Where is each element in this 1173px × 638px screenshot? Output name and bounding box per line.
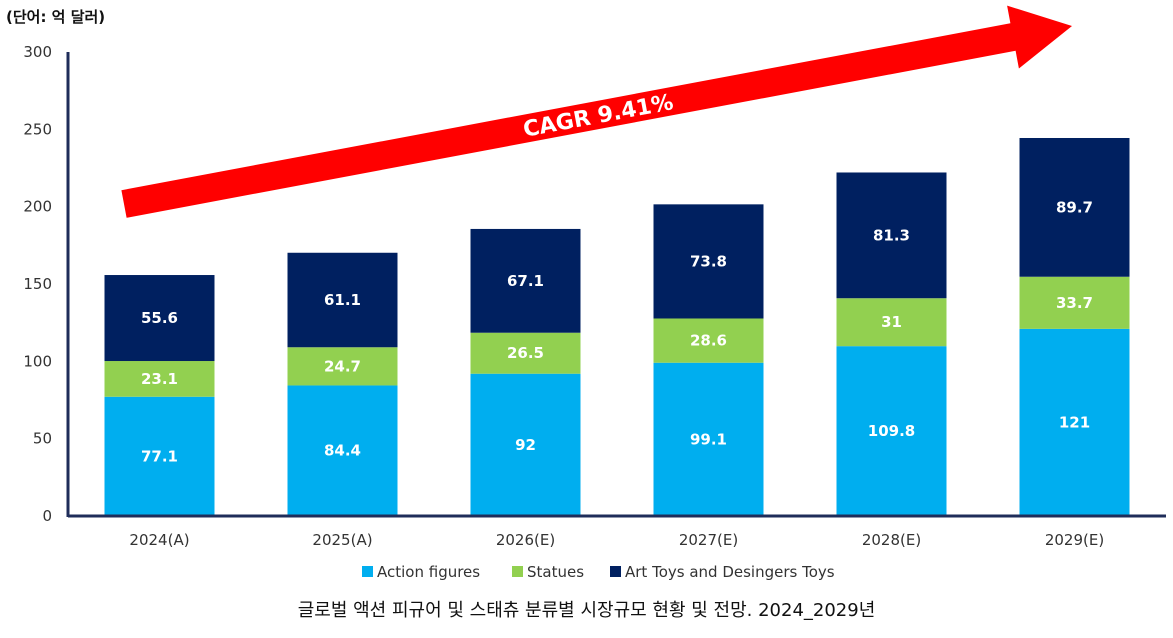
y-tick-label-3: 100 [23,352,52,370]
bar-segment-1-2 [287,385,398,516]
bar-segment-3-1 [104,275,215,362]
data-label-1-1: 77.1 [141,447,178,465]
bar-segment-1-5 [836,346,947,516]
data-label-3-4: 73.8 [690,252,727,270]
y-tick-label-6: 250 [23,120,52,138]
bar-segment-3-4 [653,204,764,319]
stacked-bar-chart: 77.1 23.1 55.6 84.4 24.7 61.1 92 26.5 67.1 99.1 28… [23,5,1166,581]
data-label-3-2: 61.1 [324,291,361,309]
bar-segment-3-3 [470,228,581,333]
data-label-2-1: 23.1 [141,370,178,388]
x-tick-label-4: 2027(E) [679,531,738,549]
legend: Action figures Statues Art Toys and Desing… [362,563,835,581]
legend-label-3: Art Toys and Desingers Toys [625,563,835,581]
data-label-2-3: 26.5 [507,344,544,362]
data-label-2-2: 24.7 [324,357,361,375]
legend-swatch-1 [362,566,373,577]
bar-segment-1-6 [1019,328,1130,516]
bar-segment-2-1 [104,361,215,397]
data-label-3-5: 81.3 [873,226,910,244]
data-label-1-6: 121 [1059,413,1090,431]
bar-segment-1-1 [104,396,215,516]
y-tick-label-1: 0 [42,507,52,525]
y-tick-label-5: 200 [23,198,52,216]
data-label-3-3: 67.1 [507,272,544,290]
x-tick-label-2: 2025(A) [312,531,372,549]
bar-segment-2-5 [836,298,947,347]
data-label-1-5: 109.8 [868,422,915,440]
data-label-2-4: 28.6 [690,332,727,350]
bar-segment-3-2 [287,252,398,348]
cagr-label: CAGR 9.41% [521,90,675,143]
x-tick-label-3: 2026(E) [496,531,555,549]
bar-segment-1-4 [653,362,764,516]
x-tick-label-5: 2028(E) [862,531,921,549]
data-label-3-6: 89.7 [1056,198,1093,216]
legend-swatch-3 [610,566,621,577]
data-label-1-3: 92 [515,436,536,454]
data-label-2-6: 33.7 [1056,294,1093,312]
y-tick-label-4: 150 [23,275,52,293]
bar-segment-3-6 [1019,137,1130,277]
data-label-1-4: 99.1 [690,430,727,448]
segment-labels-group: 77.1 23.1 55.6 84.4 24.7 61.1 92 26.5 67.1 99.1 28… [141,198,1093,465]
unit-label: (단어: 억 달러) [6,8,106,26]
legend-label-1: Action figures [377,563,480,581]
y-tick-label-7: 300 [23,43,52,61]
bar-segment-2-6 [1019,276,1130,329]
chart-caption: 글로벌 액션 피규어 및 스태츄 분류별 시장규모 현황 및 전망. 2024_… [297,600,876,621]
cagr-arrow [121,5,1072,218]
legend-swatch-2 [512,566,523,577]
x-tick-label-6: 2029(E) [1045,531,1104,549]
y-tick-label-2: 50 [33,430,52,448]
bar-segment-2-3 [470,332,581,374]
data-label-2-5: 31 [881,313,902,331]
legend-label-2: Statues [527,563,584,581]
bar-segment-1-3 [470,373,581,516]
bar-segment-2-2 [287,347,398,386]
x-tick-label-1: 2024(A) [129,531,189,549]
bars-group [104,137,1130,516]
bar-segment-2-4 [653,318,764,363]
axes-group: 2024(A) 2025(A) 2026(E) 2027(E) 2028(E) 2029(… [23,43,1166,549]
bar-segment-3-5 [836,172,947,299]
data-label-3-1: 55.6 [141,309,178,327]
data-label-1-2: 84.4 [324,442,361,460]
